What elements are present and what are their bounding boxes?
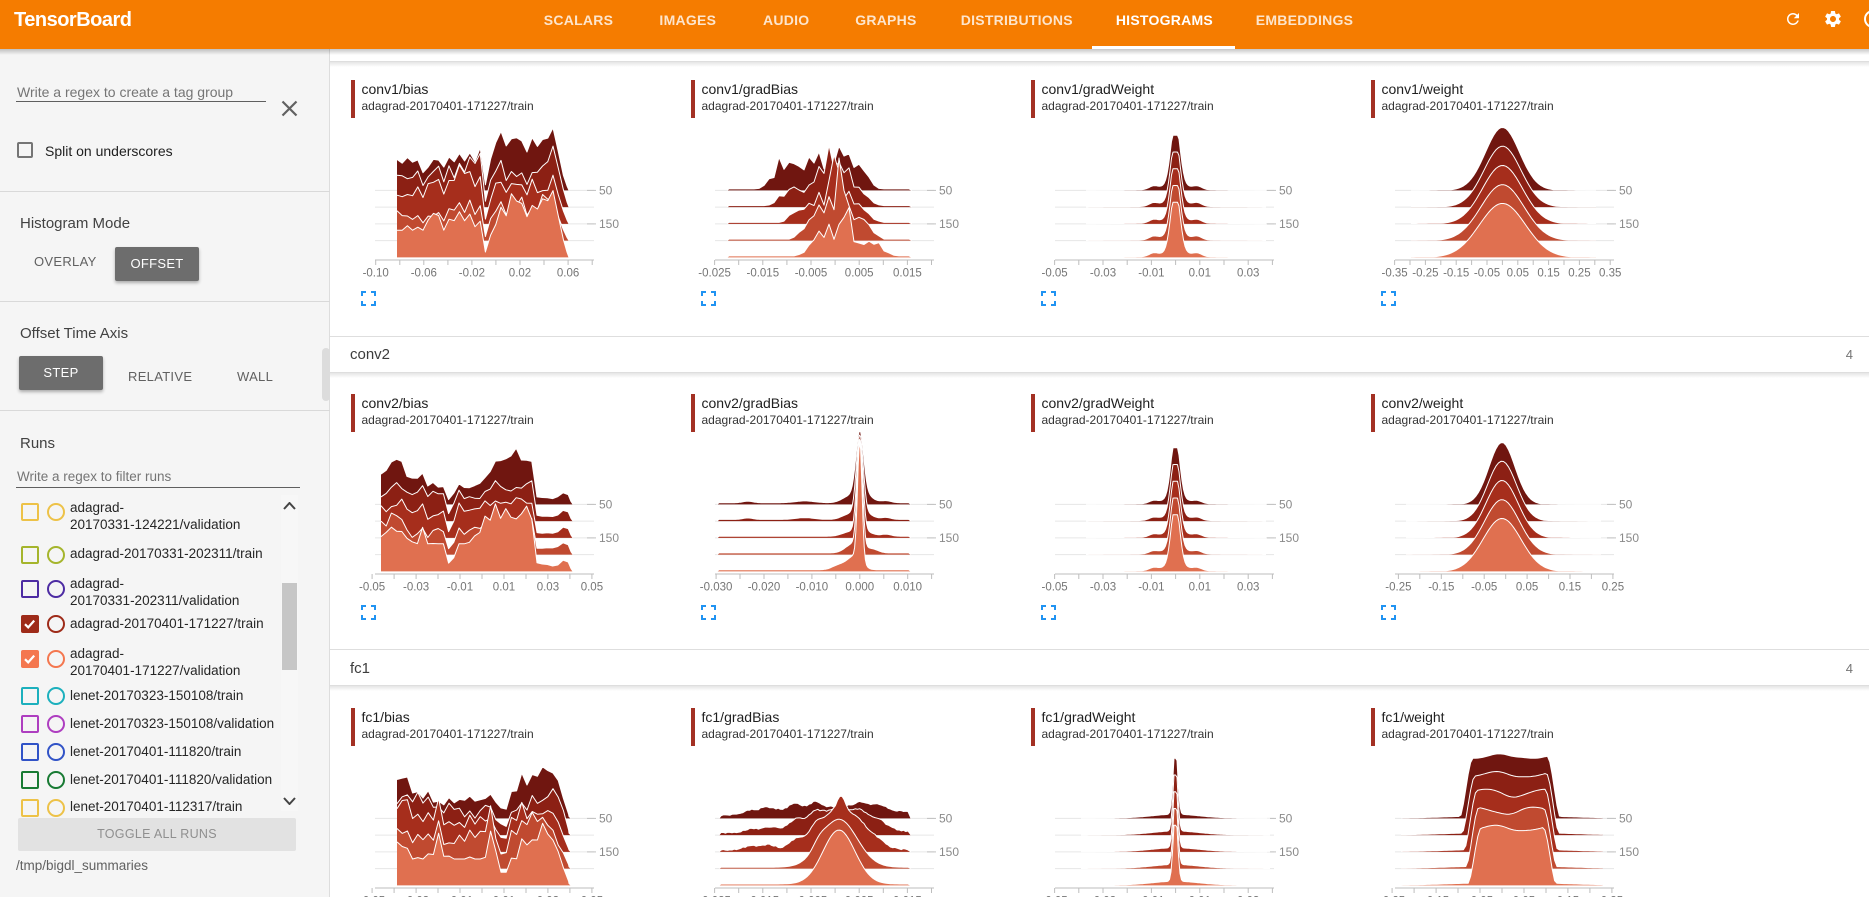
svg-text:-0.02: -0.02	[459, 267, 485, 279]
svg-text:0.15: 0.15	[1559, 581, 1581, 593]
svg-text:0.02: 0.02	[509, 267, 531, 279]
svg-text:0.010: 0.010	[893, 581, 922, 593]
svg-text:0.25: 0.25	[1601, 895, 1623, 897]
svg-text:-0.05: -0.05	[1467, 895, 1493, 897]
svg-text:50: 50	[939, 183, 953, 197]
svg-text:-0.06: -0.06	[411, 267, 437, 279]
svg-text:50: 50	[599, 811, 613, 825]
svg-text:-0.03: -0.03	[403, 895, 429, 897]
svg-text:50: 50	[939, 811, 953, 825]
svg-text:50: 50	[599, 497, 613, 511]
svg-text:0.15: 0.15	[1537, 267, 1559, 279]
svg-text:-0.01: -0.01	[1138, 267, 1164, 279]
svg-text:0.05: 0.05	[581, 581, 603, 593]
svg-text:0.015: 0.015	[893, 267, 922, 279]
svg-text:0.05: 0.05	[1513, 895, 1535, 897]
svg-text:-0.35: -0.35	[1381, 267, 1407, 279]
svg-text:50: 50	[1279, 497, 1293, 511]
svg-text:150: 150	[599, 530, 619, 544]
svg-text:0.06: 0.06	[557, 267, 579, 279]
svg-text:-0.05: -0.05	[1041, 895, 1067, 897]
svg-text:50: 50	[1619, 183, 1633, 197]
svg-text:0.25: 0.25	[1568, 267, 1590, 279]
svg-text:-0.01: -0.01	[1138, 895, 1164, 897]
svg-text:-0.05: -0.05	[1041, 267, 1067, 279]
svg-text:-0.01: -0.01	[447, 895, 473, 897]
svg-text:-0.020: -0.020	[748, 581, 781, 593]
svg-text:-0.15: -0.15	[1428, 581, 1454, 593]
svg-text:-0.25: -0.25	[1385, 581, 1411, 593]
svg-text:-0.010: -0.010	[796, 581, 829, 593]
svg-text:-0.01: -0.01	[447, 581, 473, 593]
svg-text:-0.05: -0.05	[359, 581, 385, 593]
svg-text:-0.025: -0.025	[698, 895, 731, 897]
svg-text:0.000: 0.000	[845, 581, 874, 593]
svg-text:-0.025: -0.025	[698, 267, 731, 279]
svg-text:150: 150	[599, 844, 619, 858]
svg-text:0.15: 0.15	[1557, 895, 1579, 897]
svg-text:-0.01: -0.01	[1138, 581, 1164, 593]
svg-text:0.01: 0.01	[493, 581, 515, 593]
svg-text:50: 50	[599, 183, 613, 197]
svg-text:0.03: 0.03	[1237, 581, 1259, 593]
svg-text:0.03: 0.03	[537, 895, 559, 897]
svg-text:0.05: 0.05	[1507, 267, 1529, 279]
svg-text:0.05: 0.05	[1516, 581, 1538, 593]
svg-text:-0.03: -0.03	[1090, 267, 1116, 279]
svg-text:-0.25: -0.25	[1379, 895, 1405, 897]
svg-text:-0.05: -0.05	[1474, 267, 1500, 279]
svg-text:0.03: 0.03	[1237, 895, 1259, 897]
svg-text:0.01: 0.01	[1189, 581, 1211, 593]
svg-text:-0.15: -0.15	[1423, 895, 1449, 897]
svg-text:-0.015: -0.015	[746, 895, 779, 897]
svg-text:0.03: 0.03	[537, 581, 559, 593]
svg-text:150: 150	[1619, 844, 1639, 858]
svg-text:-0.03: -0.03	[1090, 895, 1116, 897]
svg-text:-0.10: -0.10	[363, 267, 389, 279]
svg-text:150: 150	[1619, 530, 1639, 544]
svg-text:50: 50	[939, 497, 953, 511]
svg-text:0.005: 0.005	[845, 267, 874, 279]
svg-text:0.01: 0.01	[1189, 895, 1211, 897]
svg-text:150: 150	[939, 216, 959, 230]
svg-text:0.35: 0.35	[1599, 267, 1621, 279]
svg-text:150: 150	[1279, 844, 1299, 858]
svg-text:-0.005: -0.005	[795, 267, 828, 279]
svg-text:50: 50	[1619, 497, 1633, 511]
svg-text:0.03: 0.03	[1237, 267, 1259, 279]
svg-text:150: 150	[1619, 216, 1639, 230]
svg-text:0.015: 0.015	[893, 895, 922, 897]
svg-text:-0.05: -0.05	[1471, 581, 1497, 593]
svg-text:0.25: 0.25	[1602, 581, 1624, 593]
svg-text:-0.015: -0.015	[746, 267, 779, 279]
svg-text:-0.03: -0.03	[403, 581, 429, 593]
svg-text:150: 150	[939, 844, 959, 858]
svg-text:-0.05: -0.05	[1041, 581, 1067, 593]
svg-text:-0.030: -0.030	[700, 581, 733, 593]
svg-text:-0.005: -0.005	[795, 895, 828, 897]
svg-text:50: 50	[1279, 811, 1293, 825]
svg-text:150: 150	[1279, 530, 1299, 544]
svg-text:150: 150	[1279, 216, 1299, 230]
svg-text:0.01: 0.01	[1189, 267, 1211, 279]
svg-text:150: 150	[939, 530, 959, 544]
svg-text:-0.15: -0.15	[1443, 267, 1469, 279]
svg-text:0.005: 0.005	[845, 895, 874, 897]
svg-text:50: 50	[1619, 811, 1633, 825]
svg-text:50: 50	[1279, 183, 1293, 197]
svg-text:-0.03: -0.03	[1090, 581, 1116, 593]
svg-text:0.05: 0.05	[581, 895, 603, 897]
svg-text:0.01: 0.01	[493, 895, 515, 897]
svg-text:150: 150	[599, 216, 619, 230]
svg-text:-0.05: -0.05	[359, 895, 385, 897]
svg-text:-0.25: -0.25	[1412, 267, 1438, 279]
